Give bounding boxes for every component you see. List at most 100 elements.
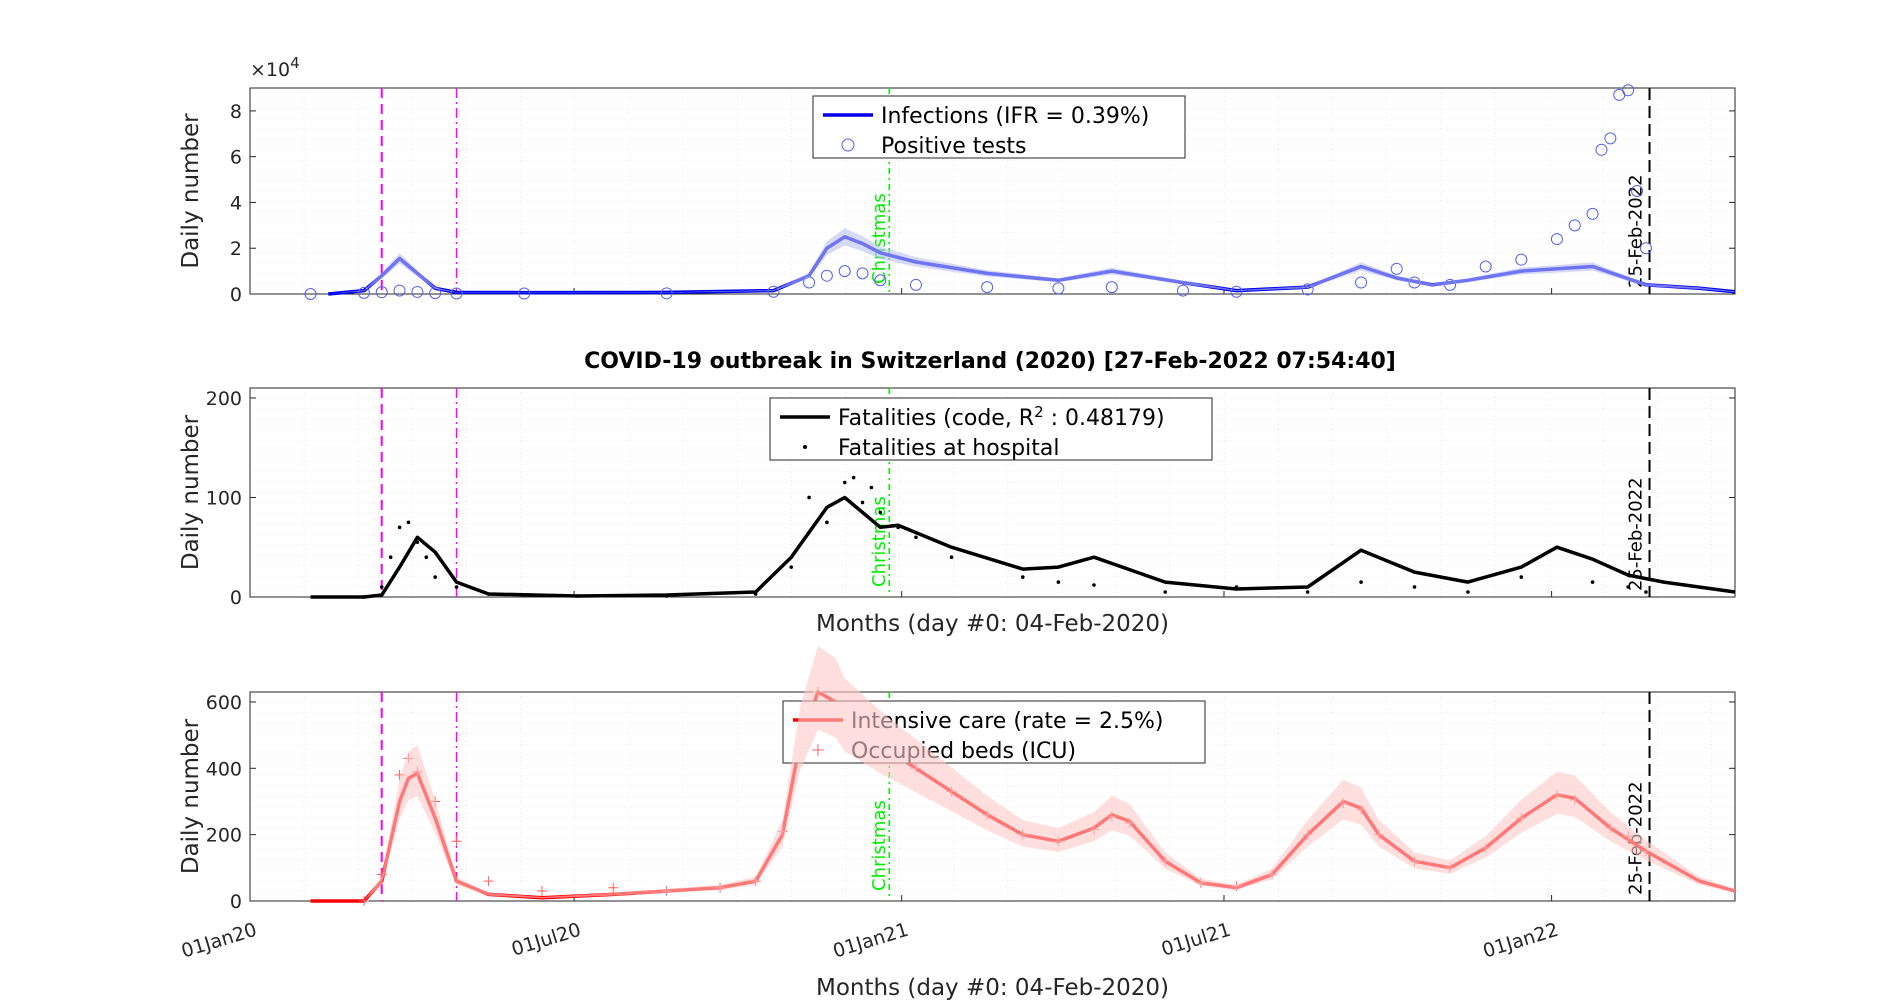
legend-label: Infections (IFR = 0.39%) xyxy=(881,104,1149,129)
data-point xyxy=(860,500,865,505)
x-axis-label: Months (day #0: 04-Feb-2020) xyxy=(816,975,1169,1000)
data-point xyxy=(807,495,811,500)
legend-swatch xyxy=(812,744,824,756)
data-point xyxy=(914,535,918,540)
data-point xyxy=(1301,283,1314,296)
data-point xyxy=(304,288,317,300)
data-point xyxy=(1595,143,1608,156)
axes-box xyxy=(249,87,1736,295)
data-point xyxy=(909,278,922,291)
christmas-label: Christmas xyxy=(869,800,890,891)
data-point xyxy=(406,520,411,525)
data-point xyxy=(415,540,420,545)
data-point xyxy=(433,575,437,579)
x-tick-label: 01Jan21 xyxy=(830,919,911,963)
y-tick-label: 200 xyxy=(206,388,242,410)
data-point xyxy=(379,585,384,589)
legend: Infections (IFR = 0.39%) Positive tests xyxy=(812,95,1186,159)
data-point xyxy=(1590,580,1595,584)
data-point xyxy=(397,525,402,530)
axes-box xyxy=(249,387,1736,598)
data-point xyxy=(357,286,370,299)
data-point xyxy=(1234,585,1239,589)
data-point xyxy=(878,510,883,515)
data-point xyxy=(842,480,847,485)
data-point xyxy=(789,565,794,569)
legend-label: Positive tests xyxy=(881,134,1027,159)
data-point xyxy=(1177,284,1190,297)
data-point xyxy=(1550,233,1563,246)
y-tick-label: 600 xyxy=(206,692,242,714)
data-point xyxy=(896,525,900,530)
x-tick-label: 01Jan22 xyxy=(1480,919,1561,963)
y-tick-label: 200 xyxy=(206,825,242,847)
figure-title: COVID-19 outbreak in Switzerland (2020) … xyxy=(584,349,1396,374)
data-point xyxy=(949,555,954,559)
legend-box xyxy=(812,95,1186,159)
christmas-label: Christmas xyxy=(869,193,890,284)
legend-label: Fatalities (code, R2 : 0.48179) xyxy=(838,403,1165,431)
legend: Fatalities (code, R2 : 0.48179) Fatalitie… xyxy=(769,397,1213,461)
x-axis-label: Months (day #0: 04-Feb-2020) xyxy=(816,611,1169,637)
data-point xyxy=(1305,590,1310,594)
data-point xyxy=(981,281,994,294)
data-point xyxy=(1359,580,1363,584)
data-point xyxy=(856,267,869,280)
y-tick-label: 2 xyxy=(230,238,242,260)
today-label: 25-Feb-2022 xyxy=(1626,477,1647,591)
data-point xyxy=(1519,575,1524,579)
y-tick-label: 0 xyxy=(230,587,242,609)
y-exponent-label: ×104 xyxy=(250,54,300,81)
data-point xyxy=(1020,575,1025,579)
data-point xyxy=(1163,590,1168,594)
data-point xyxy=(820,269,833,282)
data-point xyxy=(454,585,459,589)
y-axis-label: Daily number xyxy=(178,718,204,874)
data-point xyxy=(1390,262,1403,275)
data-point xyxy=(486,592,491,596)
x-tick-label: 01Jul21 xyxy=(1159,919,1234,961)
data-point xyxy=(825,520,829,525)
data-point xyxy=(664,594,669,598)
y-tick-label: 6 xyxy=(230,147,242,169)
data-point xyxy=(1105,281,1118,294)
data-point xyxy=(874,274,887,287)
data-point xyxy=(362,595,366,599)
data-point xyxy=(1626,585,1630,589)
series-line xyxy=(328,235,1736,296)
data-point xyxy=(388,555,393,559)
uncertainty-band xyxy=(310,646,1735,901)
christmas-label: Christmas xyxy=(869,496,890,587)
legend-label: Fatalities at hospital xyxy=(838,436,1059,461)
data-point xyxy=(411,285,424,298)
data-point xyxy=(608,882,619,893)
y-tick-label: 400 xyxy=(206,758,242,780)
data-point xyxy=(660,287,673,300)
y-axis-label: Daily number xyxy=(178,113,204,269)
data-point xyxy=(1052,282,1065,295)
data-point xyxy=(424,555,429,559)
data-point xyxy=(1568,219,1581,232)
x-tick-label: 01Jul20 xyxy=(509,919,584,961)
data-point xyxy=(1586,207,1599,220)
x-tick-label: 01Jan20 xyxy=(179,919,260,963)
y-tick-label: 0 xyxy=(230,284,242,306)
data-point xyxy=(1056,580,1061,584)
data-point xyxy=(1230,285,1243,298)
y-tick-label: 0 xyxy=(230,891,242,913)
data-point xyxy=(483,876,494,887)
data-point xyxy=(1555,545,1559,550)
data-point xyxy=(575,594,580,598)
axes-box xyxy=(249,691,1736,902)
y-tick-label: 4 xyxy=(230,192,242,214)
y-axis-label: Daily number xyxy=(178,414,204,570)
panel-1: 0 2 4 6 8 ×104 Daily number Christmas 25-Feb-202… xyxy=(178,54,1736,306)
data-point xyxy=(451,836,462,847)
y-tick-label: 8 xyxy=(230,101,242,123)
data-point xyxy=(1515,253,1528,266)
data-point xyxy=(1644,590,1648,594)
series-line xyxy=(310,495,1736,599)
y-tick-label: 100 xyxy=(206,487,242,509)
data-point xyxy=(518,287,531,300)
